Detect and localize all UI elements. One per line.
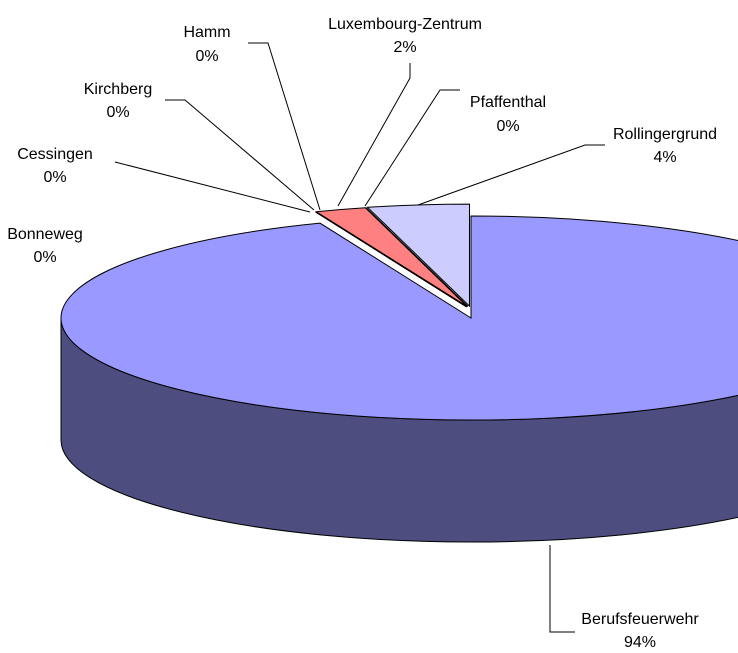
slice-value-label: 94% <box>624 634 656 651</box>
leader-line <box>248 42 321 211</box>
slice-label: Bonneweg <box>7 226 83 243</box>
leader-line <box>114 161 311 213</box>
labels: Berufsfeuerwehr 94% Bonneweg 0% Cessingen 0% K… <box>7 16 717 651</box>
slice <box>314 207 468 308</box>
slice-value-label: 0% <box>195 48 218 65</box>
leader-line <box>165 99 315 211</box>
slice-value-label: 4% <box>653 149 676 166</box>
slice-label: Cessingen <box>17 146 93 163</box>
slice-value-label: 0% <box>43 169 66 186</box>
pie-tops <box>60 203 738 421</box>
slice-label: Rollingergrund <box>613 126 717 143</box>
leader-line <box>549 545 575 633</box>
slice-label: Kirchberg <box>84 81 152 98</box>
slice <box>60 215 738 421</box>
slice-label: Hamm <box>183 24 230 41</box>
slice-label: Luxembourg-Zentrum <box>328 16 482 33</box>
slice <box>365 207 469 307</box>
slice-value-label: 0% <box>496 118 519 135</box>
leader-line <box>364 89 460 207</box>
slice-value-label: 0% <box>106 104 129 121</box>
slice-label: Pfaffenthal <box>470 94 546 111</box>
slice-value-label: 0% <box>33 249 56 266</box>
leader-line <box>337 63 411 207</box>
slice-label: Berufsfeuerwehr <box>581 611 699 628</box>
leader-line <box>417 144 605 206</box>
slice-value-label: 2% <box>393 39 416 56</box>
